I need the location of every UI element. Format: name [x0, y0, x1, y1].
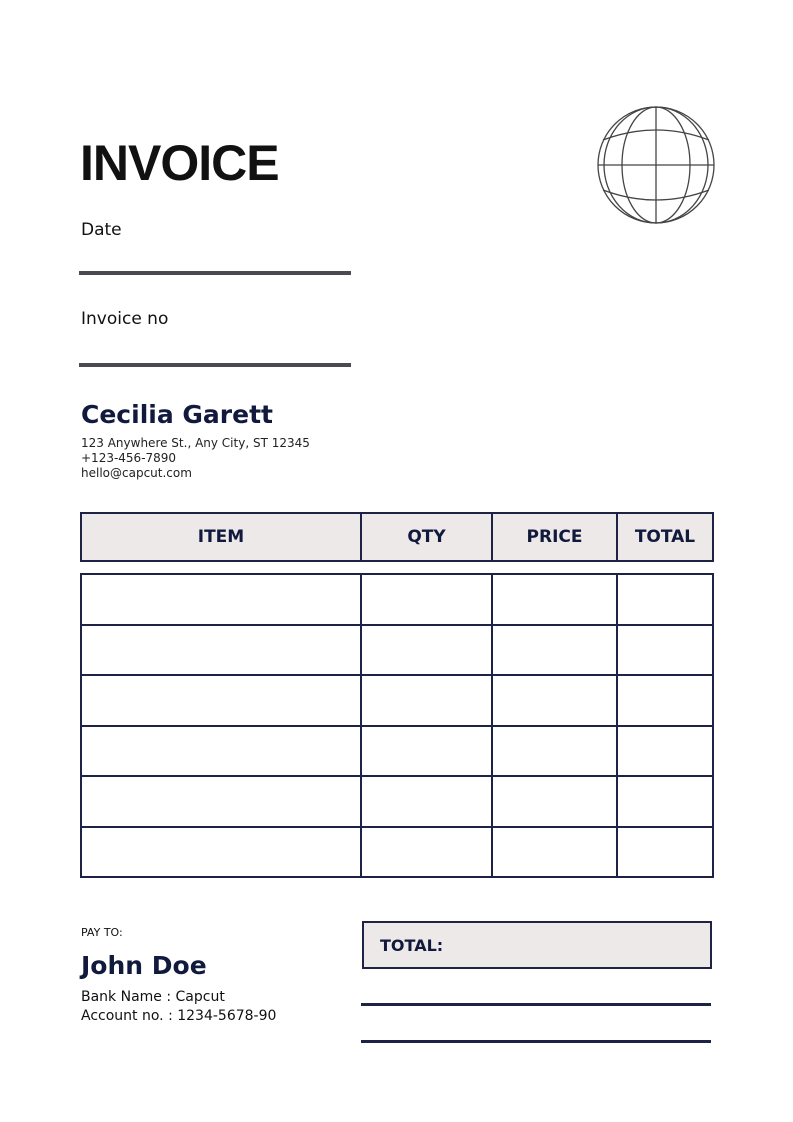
table-row	[80, 573, 714, 626]
table-cell[interactable]	[616, 724, 714, 777]
total-line-1	[361, 1003, 711, 1006]
pay-to-label: PAY TO:	[81, 926, 123, 939]
table-cell[interactable]	[80, 573, 362, 626]
table-cell[interactable]	[360, 825, 493, 878]
table-cell[interactable]	[491, 623, 618, 676]
payee-name: John Doe	[81, 951, 207, 980]
date-label: Date	[81, 220, 122, 240]
table-cell[interactable]	[616, 573, 714, 626]
table-row	[80, 674, 714, 727]
table-cell[interactable]	[80, 674, 362, 727]
table-row	[80, 775, 714, 828]
table-cell[interactable]	[616, 775, 714, 828]
table-cell[interactable]	[360, 674, 493, 727]
table-cell[interactable]	[616, 825, 714, 878]
table-row	[80, 724, 714, 777]
date-field-line[interactable]	[79, 271, 351, 275]
bank-name: Bank Name : Capcut	[81, 989, 225, 1005]
table-cell[interactable]	[491, 724, 618, 777]
table-cell[interactable]	[491, 775, 618, 828]
table-cell[interactable]	[360, 573, 493, 626]
invoice-no-field-line[interactable]	[79, 363, 351, 367]
table-row	[80, 623, 714, 676]
sender-phone: +123-456-7890	[81, 451, 177, 465]
table-cell[interactable]	[360, 623, 493, 676]
table-cell[interactable]	[80, 825, 362, 878]
table-cell[interactable]	[80, 775, 362, 828]
invoice-title: INVOICE	[80, 135, 280, 191]
table-cell[interactable]	[491, 825, 618, 878]
table-cell[interactable]	[360, 775, 493, 828]
col-item: ITEM	[80, 512, 362, 562]
col-total: TOTAL	[616, 512, 714, 562]
col-qty: QTY	[360, 512, 493, 562]
table-cell[interactable]	[360, 724, 493, 777]
items-table-header: ITEM QTY PRICE TOTAL	[80, 512, 714, 562]
table-cell[interactable]	[80, 623, 362, 676]
table-cell[interactable]	[491, 573, 618, 626]
sender-address: 123 Anywhere St., Any City, ST 12345	[81, 436, 310, 450]
col-price: PRICE	[491, 512, 618, 562]
total-label: TOTAL:	[380, 936, 444, 955]
table-cell[interactable]	[616, 674, 714, 727]
total-box: TOTAL:	[362, 921, 712, 969]
table-cell[interactable]	[616, 623, 714, 676]
table-cell[interactable]	[491, 674, 618, 727]
table-row	[80, 825, 714, 878]
account-no: Account no. : 1234-5678-90	[81, 1008, 277, 1024]
invoice-no-label: Invoice no	[81, 309, 169, 329]
sender-email: hello@capcut.com	[81, 466, 192, 480]
globe-icon	[597, 106, 715, 224]
items-table-body	[80, 573, 714, 878]
sender-name: Cecilia Garett	[81, 400, 273, 429]
total-line-2	[361, 1040, 711, 1043]
table-cell[interactable]	[80, 724, 362, 777]
